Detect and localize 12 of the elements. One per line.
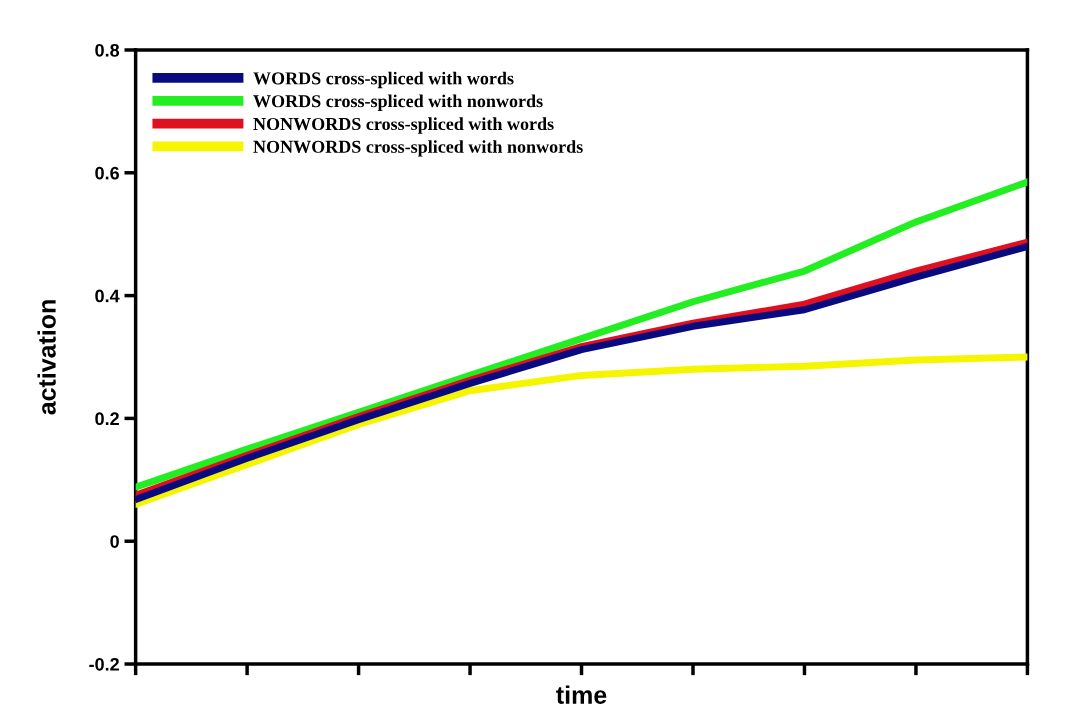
y-axis-title: activation xyxy=(37,300,56,415)
legend-label: NONWORDS cross-spliced with nonwords xyxy=(253,140,583,157)
legend-label: WORDS cross-spliced with words xyxy=(253,71,514,89)
y-tick-label: 0.8 xyxy=(95,43,120,57)
legend-label: WORDS cross-spliced with nonwords xyxy=(253,94,543,111)
y-tick-label: 0.2 xyxy=(95,412,119,426)
y-tick-label: 0 xyxy=(110,535,119,548)
y-tick-label: -0.2 xyxy=(89,657,119,671)
y-tick-label: 0.4 xyxy=(95,289,120,303)
y-tick-label: 0.6 xyxy=(95,166,120,180)
x-axis-title: time xyxy=(556,685,607,704)
legend-label: NONWORDS cross-spliced with words xyxy=(253,117,554,134)
